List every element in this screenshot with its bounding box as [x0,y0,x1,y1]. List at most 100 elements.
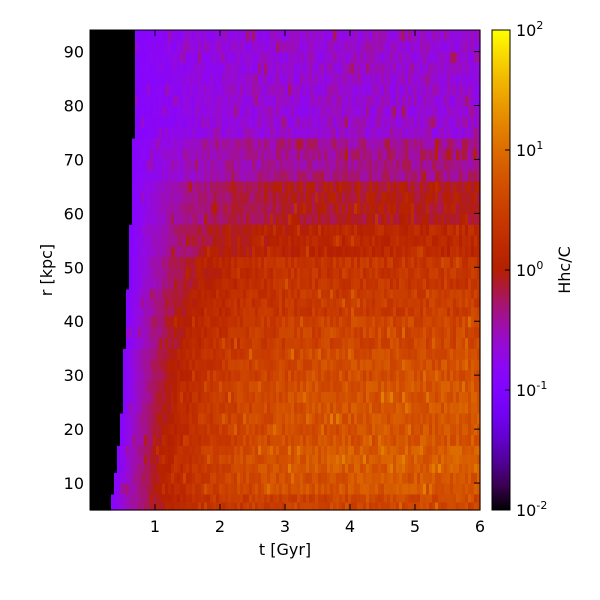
heatmap-cell [438,501,442,511]
heatmap-cell [429,454,433,464]
heatmap-cell [252,434,256,446]
heatmap-cell [198,181,202,193]
heatmap-cell [171,105,175,117]
heatmap-cell [243,202,247,214]
heatmap-cell [297,116,301,128]
heatmap-cell [213,369,217,382]
heatmap-cell [414,191,418,204]
heatmap-cell [288,297,292,308]
heatmap-cell [207,501,211,511]
heatmap-cell [459,278,463,290]
heatmap-cell [315,159,319,171]
heatmap-cell [315,267,319,279]
heatmap-cell [225,116,229,128]
heatmap-cell [303,423,307,436]
heatmap-cell [399,256,403,268]
heatmap-cell [111,445,115,455]
heatmap-cell [444,391,448,403]
heatmap-cell [138,472,142,484]
heatmap-cell [270,463,274,473]
heatmap-cell [99,501,103,511]
heatmap-cell [330,348,334,360]
heatmap-cell [126,472,130,484]
heatmap-cell [132,116,136,128]
heatmap-cell [105,170,109,182]
heatmap-cell [390,463,394,473]
heatmap-cell [186,267,190,279]
heatmap-cell [345,463,349,473]
heatmap-cell [234,493,238,503]
heatmap-cell [471,423,475,436]
heatmap-cell [114,170,118,182]
heatmap-cell [462,348,466,360]
heatmap-cell [183,493,187,503]
heatmap-cell [234,288,238,299]
heatmap-cell [198,326,202,339]
heatmap-cell [288,369,292,382]
heatmap-cell [462,369,466,382]
heatmap-cell [393,445,397,455]
heatmap-cell [132,159,136,171]
heatmap-cell [450,402,454,414]
heatmap-cell [156,127,160,139]
heatmap-cell [339,454,343,464]
heatmap-cell [162,116,166,128]
heatmap-cell [135,202,139,214]
heatmap-cell [174,191,178,204]
heatmap-cell [381,493,385,503]
heatmap-cell [357,278,361,290]
heatmap-cell [198,278,202,290]
heatmap-cell [198,170,202,182]
heatmap-cell [441,337,445,349]
heatmap-cell [411,493,415,503]
heatmap-cell [255,391,259,403]
heatmap-cell [366,472,370,484]
heatmap-cell [393,159,397,171]
heatmap-cell [306,358,310,371]
heatmap-cell [324,454,328,464]
heatmap-cell [417,463,421,473]
heatmap-cell [195,402,199,414]
heatmap-cell [123,137,127,150]
heatmap-cell [267,348,271,360]
heatmap-cell [180,434,184,446]
heatmap-cell [399,213,403,225]
heatmap-cell [393,454,397,464]
heatmap-cell [240,213,244,225]
heatmap-cell [123,348,127,360]
heatmap-cell [138,412,142,425]
heatmap-cell [318,170,322,182]
heatmap-cell [411,391,415,403]
heatmap-cell [90,202,94,214]
heatmap-cell [297,191,301,204]
heatmap-cell [102,224,106,236]
heatmap-cell [159,434,163,446]
heatmap-cell [411,369,415,382]
heatmap-cell [114,116,118,128]
heatmap-cell [252,127,256,139]
heatmap-cell [276,137,280,150]
heatmap-cell [150,267,154,279]
heatmap-cell [165,181,169,193]
heatmap-cell [441,224,445,236]
heatmap-cell [471,267,475,279]
heatmap-cell [186,181,190,193]
heatmap-cell [468,412,472,425]
heatmap-cell [276,391,280,403]
heatmap-cell [282,288,286,299]
heatmap-cell [96,256,100,268]
heatmap-cell [285,267,289,279]
heatmap-cell [282,148,286,161]
heatmap-cell [99,137,103,150]
heatmap-cell [279,170,283,182]
heatmap-cell [282,380,286,392]
heatmap-cell [477,224,481,236]
heatmap-cell [339,434,343,446]
heatmap-cell [237,315,241,328]
heatmap-cell [435,148,439,161]
heatmap-cell [330,297,334,308]
heatmap-cell [336,181,340,193]
heatmap-cell [351,224,355,236]
heatmap-cell [99,483,103,495]
heatmap-cell [333,369,337,382]
